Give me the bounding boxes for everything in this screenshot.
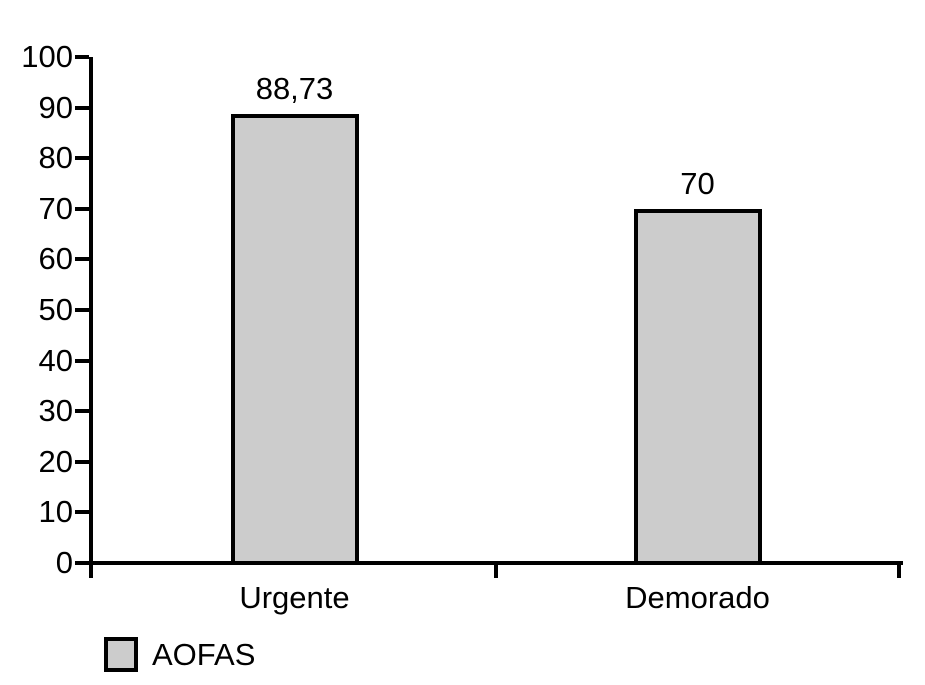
y-tick-label: 10 xyxy=(38,494,73,530)
legend-swatch xyxy=(104,637,138,672)
x-tick xyxy=(494,563,498,578)
y-tick xyxy=(75,257,89,262)
y-tick xyxy=(75,459,89,464)
y-tick xyxy=(75,510,89,515)
bar xyxy=(230,114,359,565)
y-tick-label: 40 xyxy=(38,342,73,378)
y-tick xyxy=(75,206,89,211)
category-label: Urgente xyxy=(239,580,350,615)
y-axis-line xyxy=(89,57,93,578)
y-tick-label: 50 xyxy=(38,292,73,327)
y-tick xyxy=(75,105,89,110)
y-tick-label: 90 xyxy=(38,89,73,125)
y-tick xyxy=(75,308,89,312)
bar xyxy=(633,208,762,565)
category-label: Demorado xyxy=(625,580,770,615)
y-tick xyxy=(75,358,89,363)
bar-value-label: 88,73 xyxy=(255,71,334,107)
y-tick xyxy=(75,156,89,161)
y-tick-label: 30 xyxy=(38,393,73,429)
y-tick-label: 100 xyxy=(21,39,73,74)
y-tick-label: 20 xyxy=(38,443,73,479)
y-tick xyxy=(75,561,89,565)
x-tick xyxy=(897,563,901,578)
bar-value-label: 70 xyxy=(680,165,715,201)
legend-label: AOFAS xyxy=(152,637,256,672)
y-tick xyxy=(75,55,89,59)
y-tick xyxy=(75,409,89,414)
legend: AOFAS xyxy=(104,637,255,672)
y-tick-label: 70 xyxy=(38,190,73,226)
y-tick-label: 0 xyxy=(55,545,73,580)
y-tick-label: 80 xyxy=(38,140,73,176)
y-tick-label: 60 xyxy=(38,241,73,277)
